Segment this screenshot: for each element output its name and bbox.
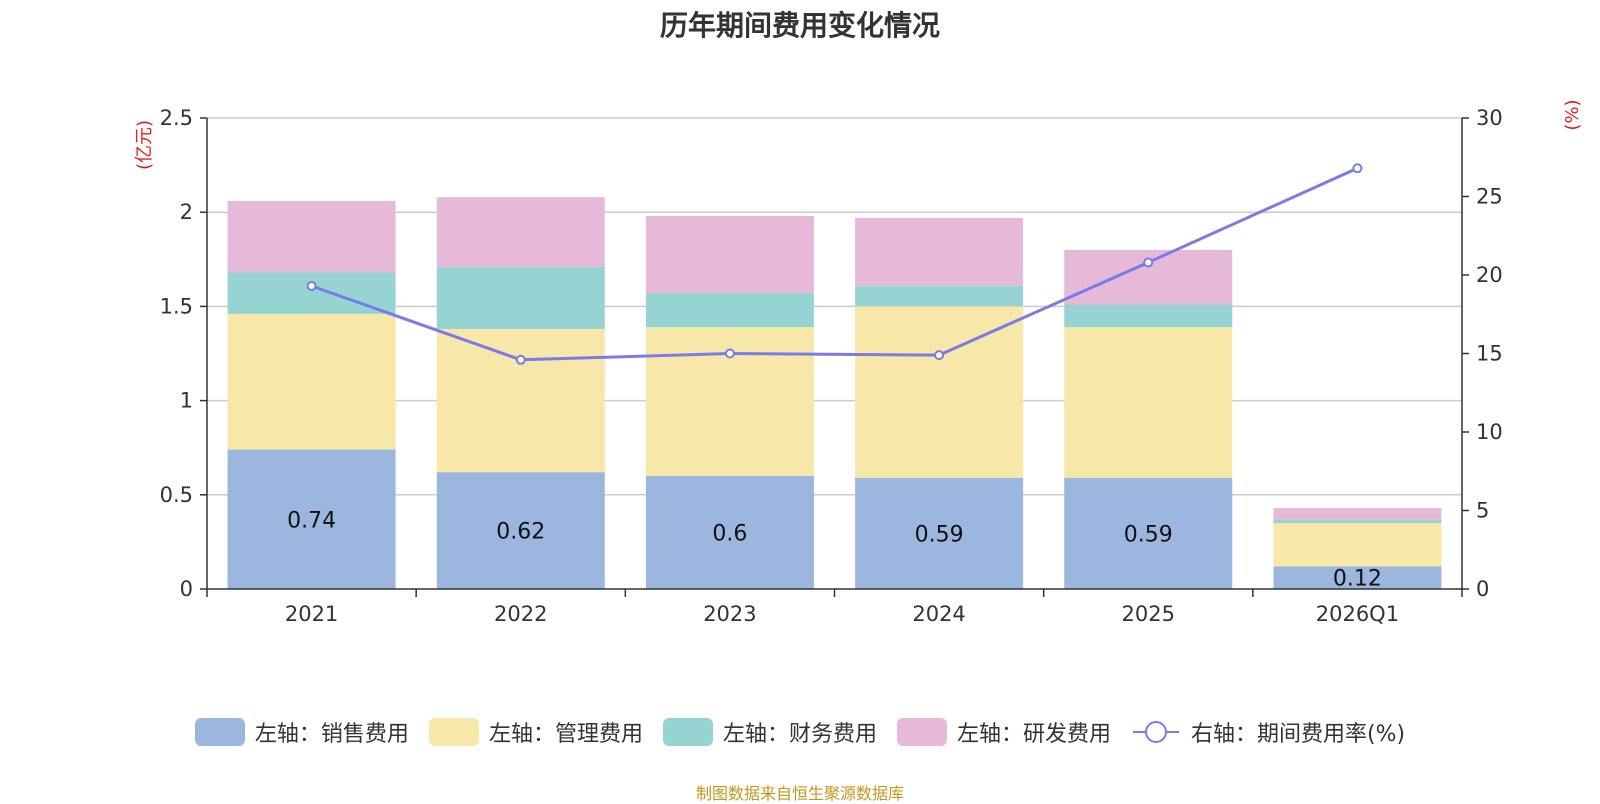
bar-segment: [436, 472, 605, 589]
bar-segment: [1273, 519, 1442, 524]
bar-segment: [436, 197, 605, 267]
data-label: 0.62: [496, 520, 545, 545]
data-label: 0.59: [1124, 522, 1173, 547]
x-axis-tick-label: 2025: [1122, 602, 1175, 626]
right-axis-tick-label: 15: [1476, 342, 1503, 366]
bar-segment: [855, 306, 1024, 478]
legend-label-admin: 左轴：管理费用: [488, 722, 643, 747]
bar-segment: [1273, 566, 1442, 589]
legend-label-rd: 左轴：研发费用: [956, 722, 1111, 747]
bar-segment: [855, 477, 1024, 589]
rate-point: [306, 280, 317, 291]
right-axis-tick-label: 25: [1476, 185, 1503, 209]
right-axis-tick-label: 0: [1476, 577, 1489, 601]
left-axis-tick-label: 2: [180, 200, 193, 224]
bar-layer: [227, 197, 1442, 589]
line-layer: [306, 163, 1363, 365]
bar-segment: [855, 285, 1024, 307]
bar-segment: [1064, 304, 1233, 328]
bar-segment: [1273, 523, 1442, 567]
left-axis-tick-label: 2.5: [160, 106, 193, 130]
data-label: 0.74: [287, 508, 336, 533]
bar-segment: [227, 313, 396, 450]
x-axis-tick-label: 2023: [703, 602, 756, 626]
legend-swatch-admin: [428, 718, 479, 746]
rate-line: [311, 166, 1359, 362]
legend-label-rate: 右轴：期间费用率(%): [1190, 722, 1406, 747]
data-label: 0.6: [712, 521, 747, 546]
x-axis-tick-label: 2022: [494, 602, 547, 626]
data-label: 0.59: [915, 522, 964, 547]
legend-item-sales[interactable]: 左轴：销售费用: [194, 716, 409, 748]
right-axis-tick-label: 20: [1476, 263, 1503, 287]
legend-item-rate[interactable]: 右轴：期间费用率(%): [1131, 716, 1405, 748]
grid-layer: [207, 117, 1462, 496]
legend-item-admin[interactable]: 左轴：管理费用: [428, 716, 643, 748]
rate-point: [1143, 257, 1154, 268]
bar-segment: [645, 293, 814, 328]
legend-label-sales: 左轴：销售费用: [254, 722, 409, 747]
data-label-layer: 0.74 0.62 0.6 0.59 0.59 0.12: [287, 508, 1382, 591]
legend-line-marker-icon: [1132, 721, 1179, 743]
bar-segment: [1273, 507, 1442, 520]
source-note: 制图数据来自恒生聚源数据库: [695, 784, 904, 803]
bar-segment: [1064, 477, 1233, 589]
legend-swatch-finance: [662, 718, 713, 746]
bar-segment: [436, 329, 605, 473]
right-axis-tick-label: 5: [1476, 499, 1489, 523]
x-axis-tick-label: 2024: [912, 602, 965, 626]
data-label: 0.12: [1333, 567, 1382, 592]
right-axis-unit-label: (%): [1562, 99, 1583, 130]
legend: 左轴：销售费用 左轴：管理费用 左轴：财务费用 左轴：研发费用 右轴：期间费用率…: [0, 716, 1600, 748]
bar-segment: [1064, 327, 1233, 478]
chart-title: 历年期间费用变化情况: [659, 9, 940, 42]
bar-segment: [645, 215, 814, 294]
left-axis-tick-label: 0.5: [160, 483, 193, 507]
legend-item-finance[interactable]: 左轴：财务费用: [662, 716, 877, 748]
legend-item-rd[interactable]: 左轴：研发费用: [896, 716, 1111, 748]
x-axis-tick-label: 2021: [285, 602, 338, 626]
left-axis-tick-label: 1.5: [160, 294, 193, 318]
bar-segment: [436, 266, 605, 330]
legend-label-finance: 左轴：财务费用: [722, 722, 877, 747]
x-axis-tick-label: 2026Q1: [1316, 602, 1399, 626]
rate-point: [724, 348, 735, 359]
bar-segment: [227, 200, 396, 273]
right-axis-tick-label: 30: [1476, 106, 1503, 130]
bar-segment: [645, 475, 814, 589]
left-axis-tick-label: 0: [180, 577, 193, 601]
legend-swatch-rd: [896, 718, 947, 746]
right-axis-tick-label: 10: [1476, 420, 1503, 444]
left-axis-tick-label: 1: [180, 389, 193, 413]
bar-segment: [855, 217, 1024, 286]
left-axis-unit-label: (亿元): [134, 120, 155, 170]
rate-point: [515, 354, 526, 365]
bar-segment: [227, 449, 396, 589]
rate-point: [934, 350, 945, 361]
rate-point: [1352, 163, 1363, 174]
legend-swatch-sales: [194, 718, 245, 746]
